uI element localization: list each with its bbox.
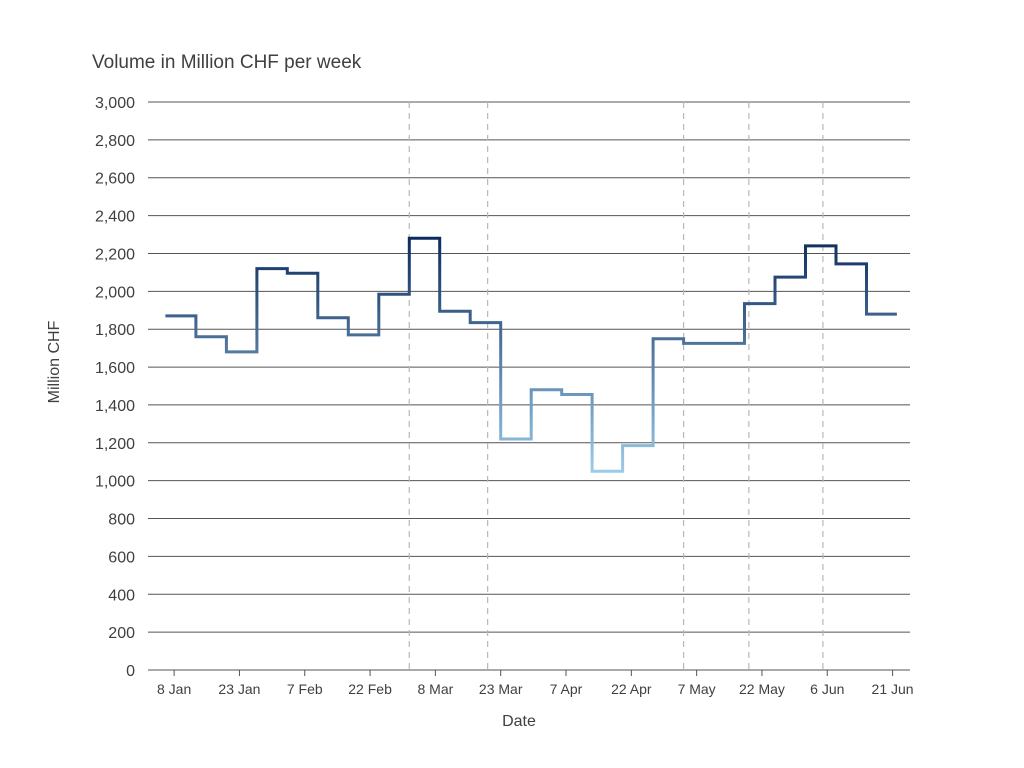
y-tick-label: 3,000 [95,95,135,112]
y-tick-label: 1,800 [95,322,135,339]
x-tick-label: 22 May [739,681,785,697]
y-tick-label: 2,400 [95,209,135,226]
y-axis: 0 200 400 600 800 1,000 1,200 1,400 1,600 1,800 2,… [95,95,135,680]
x-tick-label: 22 Feb [348,681,392,697]
x-tick-label: 21 Jun [872,681,914,697]
y-tick-label: 2,600 [95,171,135,188]
x-tick-label: 22 Apr [611,681,652,697]
marker-layer [408,102,824,670]
x-tick-label: 23 Jan [218,681,260,697]
x-axis: 8 Jan 23 Jan 7 Feb 22 Feb 8 Mar 23 Mar 7 Apr 22… [157,670,914,697]
y-axis-label: Million CHF [46,320,63,403]
y-tick-label: 600 [108,549,135,566]
x-tick-label: 6 Jun [810,681,844,697]
x-tick-label: 7 Feb [287,681,323,697]
series-line [165,236,897,473]
x-tick-label: 23 Mar [479,681,523,697]
chart-title: Volume in Million CHF per week [92,52,362,73]
y-tick-label: 1,200 [95,436,135,453]
y-tick-label: 400 [108,587,135,604]
y-tick-label: 1,600 [95,360,135,377]
y-tick-label: 1,400 [95,398,135,415]
y-tick-label: 0 [126,663,135,680]
x-tick-label: 7 Apr [550,681,583,697]
y-tick-label: 200 [108,625,135,642]
x-tick-label: 8 Mar [417,681,453,697]
y-tick-label: 1,000 [95,474,135,491]
y-tick-label: 2,000 [95,284,135,301]
y-tick-label: 2,800 [95,133,135,150]
x-tick-label: 7 May [678,681,716,697]
y-tick-label: 800 [108,512,135,529]
series-layer [165,236,897,473]
y-tick-label: 2,200 [95,246,135,263]
x-tick-label: 8 Jan [157,681,191,697]
x-axis-label: Date [502,713,536,730]
grid-layer [148,101,910,671]
